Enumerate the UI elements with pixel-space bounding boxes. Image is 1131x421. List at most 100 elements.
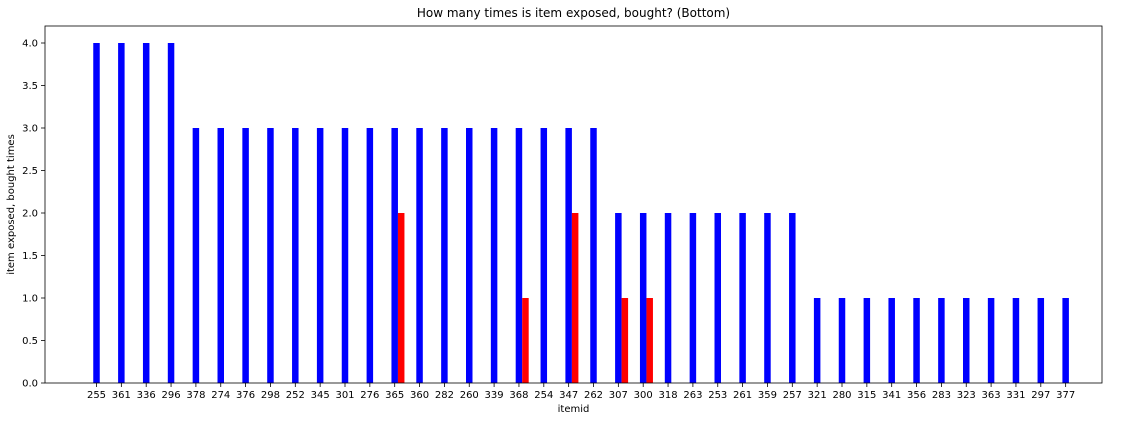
bar-blue-262 [590, 128, 597, 383]
x-tick-label: 298 [261, 390, 280, 401]
bar-blue-360 [416, 128, 423, 383]
bar-blue-252 [292, 128, 299, 383]
bar-red-347 [571, 213, 579, 383]
bar-blue-365 [391, 128, 398, 383]
x-tick-label: 276 [360, 390, 379, 401]
bar-blue-339 [490, 128, 498, 383]
bar-blue-283 [938, 298, 945, 383]
bar-blue-260 [466, 128, 473, 383]
bar-blue-274 [217, 128, 224, 383]
x-tick-label: 254 [534, 390, 553, 401]
y-tick-label: 0.5 [22, 336, 38, 347]
bar-blue-282 [441, 128, 448, 383]
y-tick-label: 3.0 [22, 124, 38, 135]
bar-blue-318 [664, 213, 672, 383]
bar-blue-297 [1037, 298, 1045, 383]
bar-blue-331 [1012, 298, 1020, 383]
x-tick-label: 341 [882, 390, 901, 401]
bar-blue-263 [689, 213, 697, 383]
bar-blue-254 [540, 128, 548, 383]
x-tick-label: 283 [932, 390, 951, 401]
x-tick-label: 323 [957, 390, 976, 401]
bar-red-365 [397, 213, 405, 383]
bar-blue-361 [118, 43, 125, 383]
bar-blue-345 [316, 128, 324, 383]
x-tick-label: 263 [683, 390, 702, 401]
x-axis-ticks: 255 361 336 296 378 274 376 298 252 345 301 276 365 3… [87, 383, 1075, 401]
bar-blue-301 [341, 128, 349, 383]
bar-blue-336 [142, 43, 150, 383]
y-tick-label: 1.5 [22, 251, 38, 262]
y-axis-label: item exposed, bought times [6, 134, 17, 275]
bar-blue-321 [813, 298, 821, 383]
x-tick-label: 301 [335, 390, 354, 401]
x-tick-label: 261 [733, 390, 752, 401]
bar-blue-363 [987, 298, 995, 383]
x-tick-label: 347 [559, 390, 578, 401]
x-tick-label: 315 [857, 390, 876, 401]
x-tick-label: 360 [410, 390, 429, 401]
bar-blue-356 [913, 298, 920, 383]
x-tick-label: 300 [634, 390, 653, 401]
y-tick-label: 4.0 [22, 39, 38, 50]
x-tick-label: 262 [584, 390, 603, 401]
bar-blue-280 [838, 298, 846, 383]
y-tick-label: 0.0 [22, 379, 38, 390]
x-tick-label: 331 [1006, 390, 1025, 401]
x-tick-label: 377 [1056, 390, 1075, 401]
x-tick-label: 378 [186, 390, 205, 401]
plot-area [93, 43, 1069, 383]
y-tick-label: 2.0 [22, 209, 38, 220]
bar-blue-255 [93, 43, 100, 383]
x-tick-label: 363 [982, 390, 1001, 401]
y-tick-label: 3.5 [22, 81, 38, 92]
bar-blue-298 [267, 128, 274, 383]
x-tick-label: 318 [659, 390, 678, 401]
x-tick-label: 282 [435, 390, 454, 401]
x-tick-label: 280 [832, 390, 851, 401]
bar-blue-368 [515, 128, 523, 383]
x-tick-label: 321 [808, 390, 827, 401]
x-tick-label: 356 [907, 390, 926, 401]
x-axis-label: itemid [558, 404, 590, 415]
bar-blue-377 [1062, 298, 1069, 383]
bar-blue-276 [366, 128, 374, 383]
x-tick-label: 296 [162, 390, 181, 401]
bar-blue-307 [615, 213, 622, 383]
x-tick-label: 345 [311, 390, 330, 401]
x-tick-label: 260 [460, 390, 479, 401]
bar-red-307 [621, 298, 629, 383]
bar-blue-359 [764, 213, 771, 383]
x-tick-label: 339 [485, 390, 504, 401]
bar-blue-315 [863, 298, 871, 383]
x-tick-label: 255 [87, 390, 106, 401]
y-tick-label: 2.5 [22, 166, 38, 177]
bar-blue-296 [167, 43, 175, 383]
bar-blue-376 [242, 128, 249, 383]
bar-blue-300 [639, 213, 647, 383]
x-tick-label: 361 [112, 390, 131, 401]
x-tick-label: 252 [286, 390, 305, 401]
plot-frame [44, 25, 1103, 384]
chart-title: How many times is item exposed, bought? … [417, 6, 730, 20]
bar-blue-347 [565, 128, 572, 383]
x-tick-label: 307 [609, 390, 628, 401]
bar-blue-378 [192, 128, 200, 383]
bar-blue-323 [963, 298, 970, 383]
bar-blue-253 [714, 213, 721, 383]
x-tick-label: 368 [509, 390, 528, 401]
x-tick-label: 274 [211, 390, 230, 401]
x-tick-label: 297 [1031, 390, 1050, 401]
x-tick-label: 365 [385, 390, 404, 401]
bar-blue-257 [789, 213, 796, 383]
bar-blue-341 [888, 298, 895, 383]
bar-red-300 [646, 298, 653, 383]
x-tick-label: 359 [758, 390, 777, 401]
x-tick-label: 336 [137, 390, 156, 401]
x-tick-label: 376 [236, 390, 255, 401]
x-tick-label: 257 [783, 390, 802, 401]
x-tick-label: 253 [708, 390, 727, 401]
bar-blue-261 [739, 213, 746, 383]
y-axis-ticks: 0.0 0.5 1.0 1.5 2.0 2.5 3.0 3.5 4.0 [22, 39, 45, 390]
